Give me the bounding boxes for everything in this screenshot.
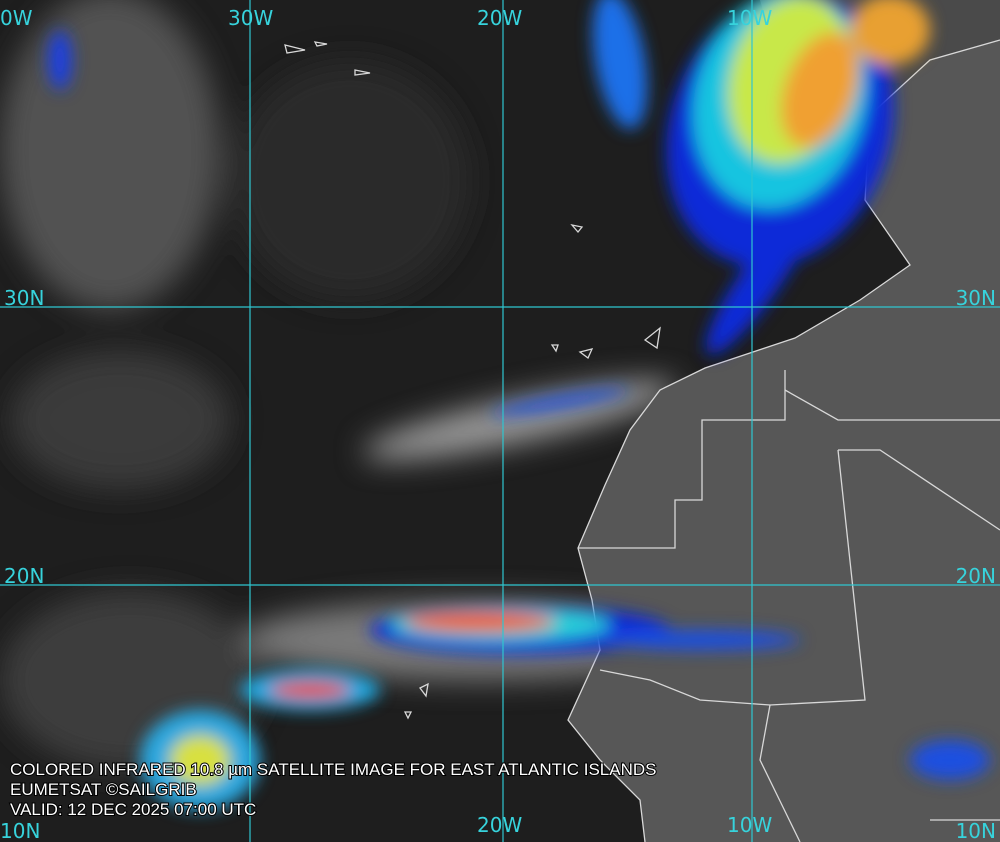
caption-line: VALID: 12 DEC 2025 07:00 UTC bbox=[10, 800, 256, 819]
lat-label: 30N bbox=[4, 286, 44, 310]
caption: COLORED INFRARED 10.8 µm SATELLITE IMAGE… bbox=[9, 759, 658, 820]
lon-label: 20W bbox=[477, 813, 522, 837]
lon-label: 0W bbox=[0, 6, 33, 30]
lat-label: 10N bbox=[956, 819, 996, 842]
lat-label: 10N bbox=[0, 819, 40, 842]
caption-line: COLORED INFRARED 10.8 µm SATELLITE IMAGE… bbox=[10, 760, 657, 779]
cold-cloud-tops bbox=[48, 0, 990, 810]
lon-label: 30W bbox=[228, 6, 273, 30]
grid-labels: 0W 30W 20W 10W 30N 20N 10N 30N 20N 10N 2… bbox=[0, 6, 996, 842]
caption-line: EUMETSAT ©SAILGRIB bbox=[10, 780, 197, 799]
lon-label: 20W bbox=[477, 6, 522, 30]
lon-label: 10W bbox=[727, 813, 772, 837]
lat-label: 30N bbox=[956, 286, 996, 310]
lon-label: 10W bbox=[727, 6, 772, 30]
lat-label: 20N bbox=[956, 564, 996, 588]
lat-label: 20N bbox=[4, 564, 44, 588]
